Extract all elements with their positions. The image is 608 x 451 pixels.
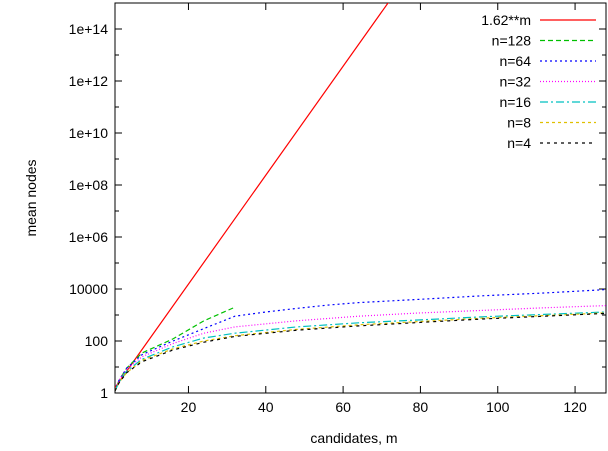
legend: 1.62**m n=128 n=64 n=32 n=16 n=8 n=4 xyxy=(481,12,596,151)
y-tick-label: 1 xyxy=(100,385,108,401)
series-line-0 xyxy=(115,3,389,388)
y-axis-label: mean nodes xyxy=(23,159,39,236)
x-tick-label: 120 xyxy=(563,399,587,415)
series-line-3 xyxy=(115,305,606,392)
series-line-5 xyxy=(115,312,606,392)
x-tick-label: 60 xyxy=(335,399,351,415)
legend-label: 1.62**m xyxy=(481,12,531,28)
legend-label: n=4 xyxy=(507,135,531,151)
legend-label: n=32 xyxy=(499,74,531,90)
x-tick-label: 80 xyxy=(413,399,429,415)
y-tick-label: 1e+12 xyxy=(69,73,109,89)
plot-border xyxy=(114,2,607,394)
legend-label: n=8 xyxy=(507,115,531,131)
series-line-1 xyxy=(115,306,236,392)
series-line-6 xyxy=(115,312,606,392)
legend-label: n=64 xyxy=(499,53,531,69)
y-tick-label: 100 xyxy=(85,333,109,349)
legend-label: n=128 xyxy=(492,33,532,49)
plot-frame xyxy=(114,2,607,394)
y-tick-label: 1e+10 xyxy=(69,125,109,141)
y-tick-label: 1e+14 xyxy=(69,21,109,37)
y-tick-label: 10000 xyxy=(69,281,108,297)
x-tick-label: 20 xyxy=(181,399,197,415)
series-line-2 xyxy=(115,289,606,392)
y-axis: 1 100 10000 1e+06 1e+08 1e+10 1e+12 1e+14 xyxy=(69,2,606,401)
y-tick-label: 1e+08 xyxy=(69,177,109,193)
x-axis: 20 40 60 80 100 120 xyxy=(181,3,587,415)
series-line-4 xyxy=(115,311,606,392)
x-tick-label: 40 xyxy=(258,399,274,415)
x-axis-label: candidates, m xyxy=(310,430,397,446)
series-lines xyxy=(115,3,606,392)
legend-label: n=16 xyxy=(499,94,531,110)
y-tick-label: 1e+06 xyxy=(69,229,109,245)
x-tick-label: 100 xyxy=(486,399,510,415)
